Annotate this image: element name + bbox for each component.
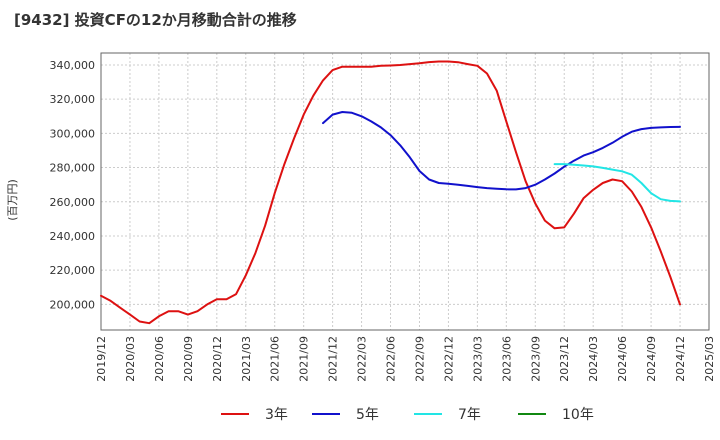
y-tick-label: 240,000 <box>50 230 96 243</box>
y-tick-label: 340,000 <box>50 59 96 72</box>
y-axis-label: (百万円) <box>6 179 19 221</box>
x-tick-label: 2020/09 <box>182 336 195 382</box>
series-line-2 <box>553 163 681 203</box>
series-layer <box>100 60 681 325</box>
x-tick-label: 2021/12 <box>327 336 340 382</box>
series-line-0 <box>100 60 681 325</box>
x-tick-label: 2022/03 <box>356 336 369 382</box>
grid-lines <box>101 53 709 330</box>
legend-label: 5年 <box>356 407 379 423</box>
x-tick-label: 2019/12 <box>95 336 108 382</box>
x-tick-label: 2020/06 <box>153 336 166 382</box>
legend-label: 3年 <box>265 407 288 423</box>
x-tick-label: 2024/12 <box>674 336 687 382</box>
x-tick-label: 2023/03 <box>471 336 484 382</box>
x-tick-label: 2022/06 <box>385 336 398 382</box>
y-tick-label: 260,000 <box>50 196 96 209</box>
x-tick-label: 2021/03 <box>240 336 253 382</box>
x-tick-label: 2021/09 <box>298 336 311 382</box>
x-tick-label: 2025/03 <box>703 336 716 382</box>
plot-frame <box>100 52 710 331</box>
y-tick-label: 300,000 <box>50 127 96 140</box>
x-axis: 2019/12 2020/03 2020/06 2020/09 2020/12 2021/… <box>95 336 716 382</box>
chart-title: [9432] 投資CFの12か月移動合計の推移 <box>14 11 297 29</box>
y-axis: 200,000 220,000 240,000 260,000 280,000 300,0… <box>50 59 96 311</box>
x-tick-label: 2020/03 <box>124 336 137 382</box>
x-tick-label: 2024/06 <box>616 336 629 382</box>
y-tick-label: 200,000 <box>50 298 96 311</box>
y-tick-label: 220,000 <box>50 264 96 277</box>
x-tick-label: 2024/09 <box>645 336 658 382</box>
y-tick-label: 280,000 <box>50 162 96 175</box>
legend-label: 10年 <box>562 407 594 423</box>
y-tick-label: 320,000 <box>50 93 96 106</box>
x-tick-label: 2022/09 <box>413 336 426 382</box>
legend-label: 7年 <box>458 407 481 423</box>
x-tick-label: 2022/12 <box>442 336 455 382</box>
x-tick-label: 2023/09 <box>529 336 542 382</box>
x-tick-label: 2021/06 <box>269 336 282 382</box>
legend: 3年 5年 7年 10年 <box>221 407 594 423</box>
x-tick-label: 2024/03 <box>587 336 600 382</box>
x-tick-label: 2023/06 <box>500 336 513 382</box>
series-line-1 <box>322 111 681 191</box>
x-tick-label: 2023/12 <box>558 336 571 382</box>
x-tick-label: 2020/12 <box>211 336 224 382</box>
